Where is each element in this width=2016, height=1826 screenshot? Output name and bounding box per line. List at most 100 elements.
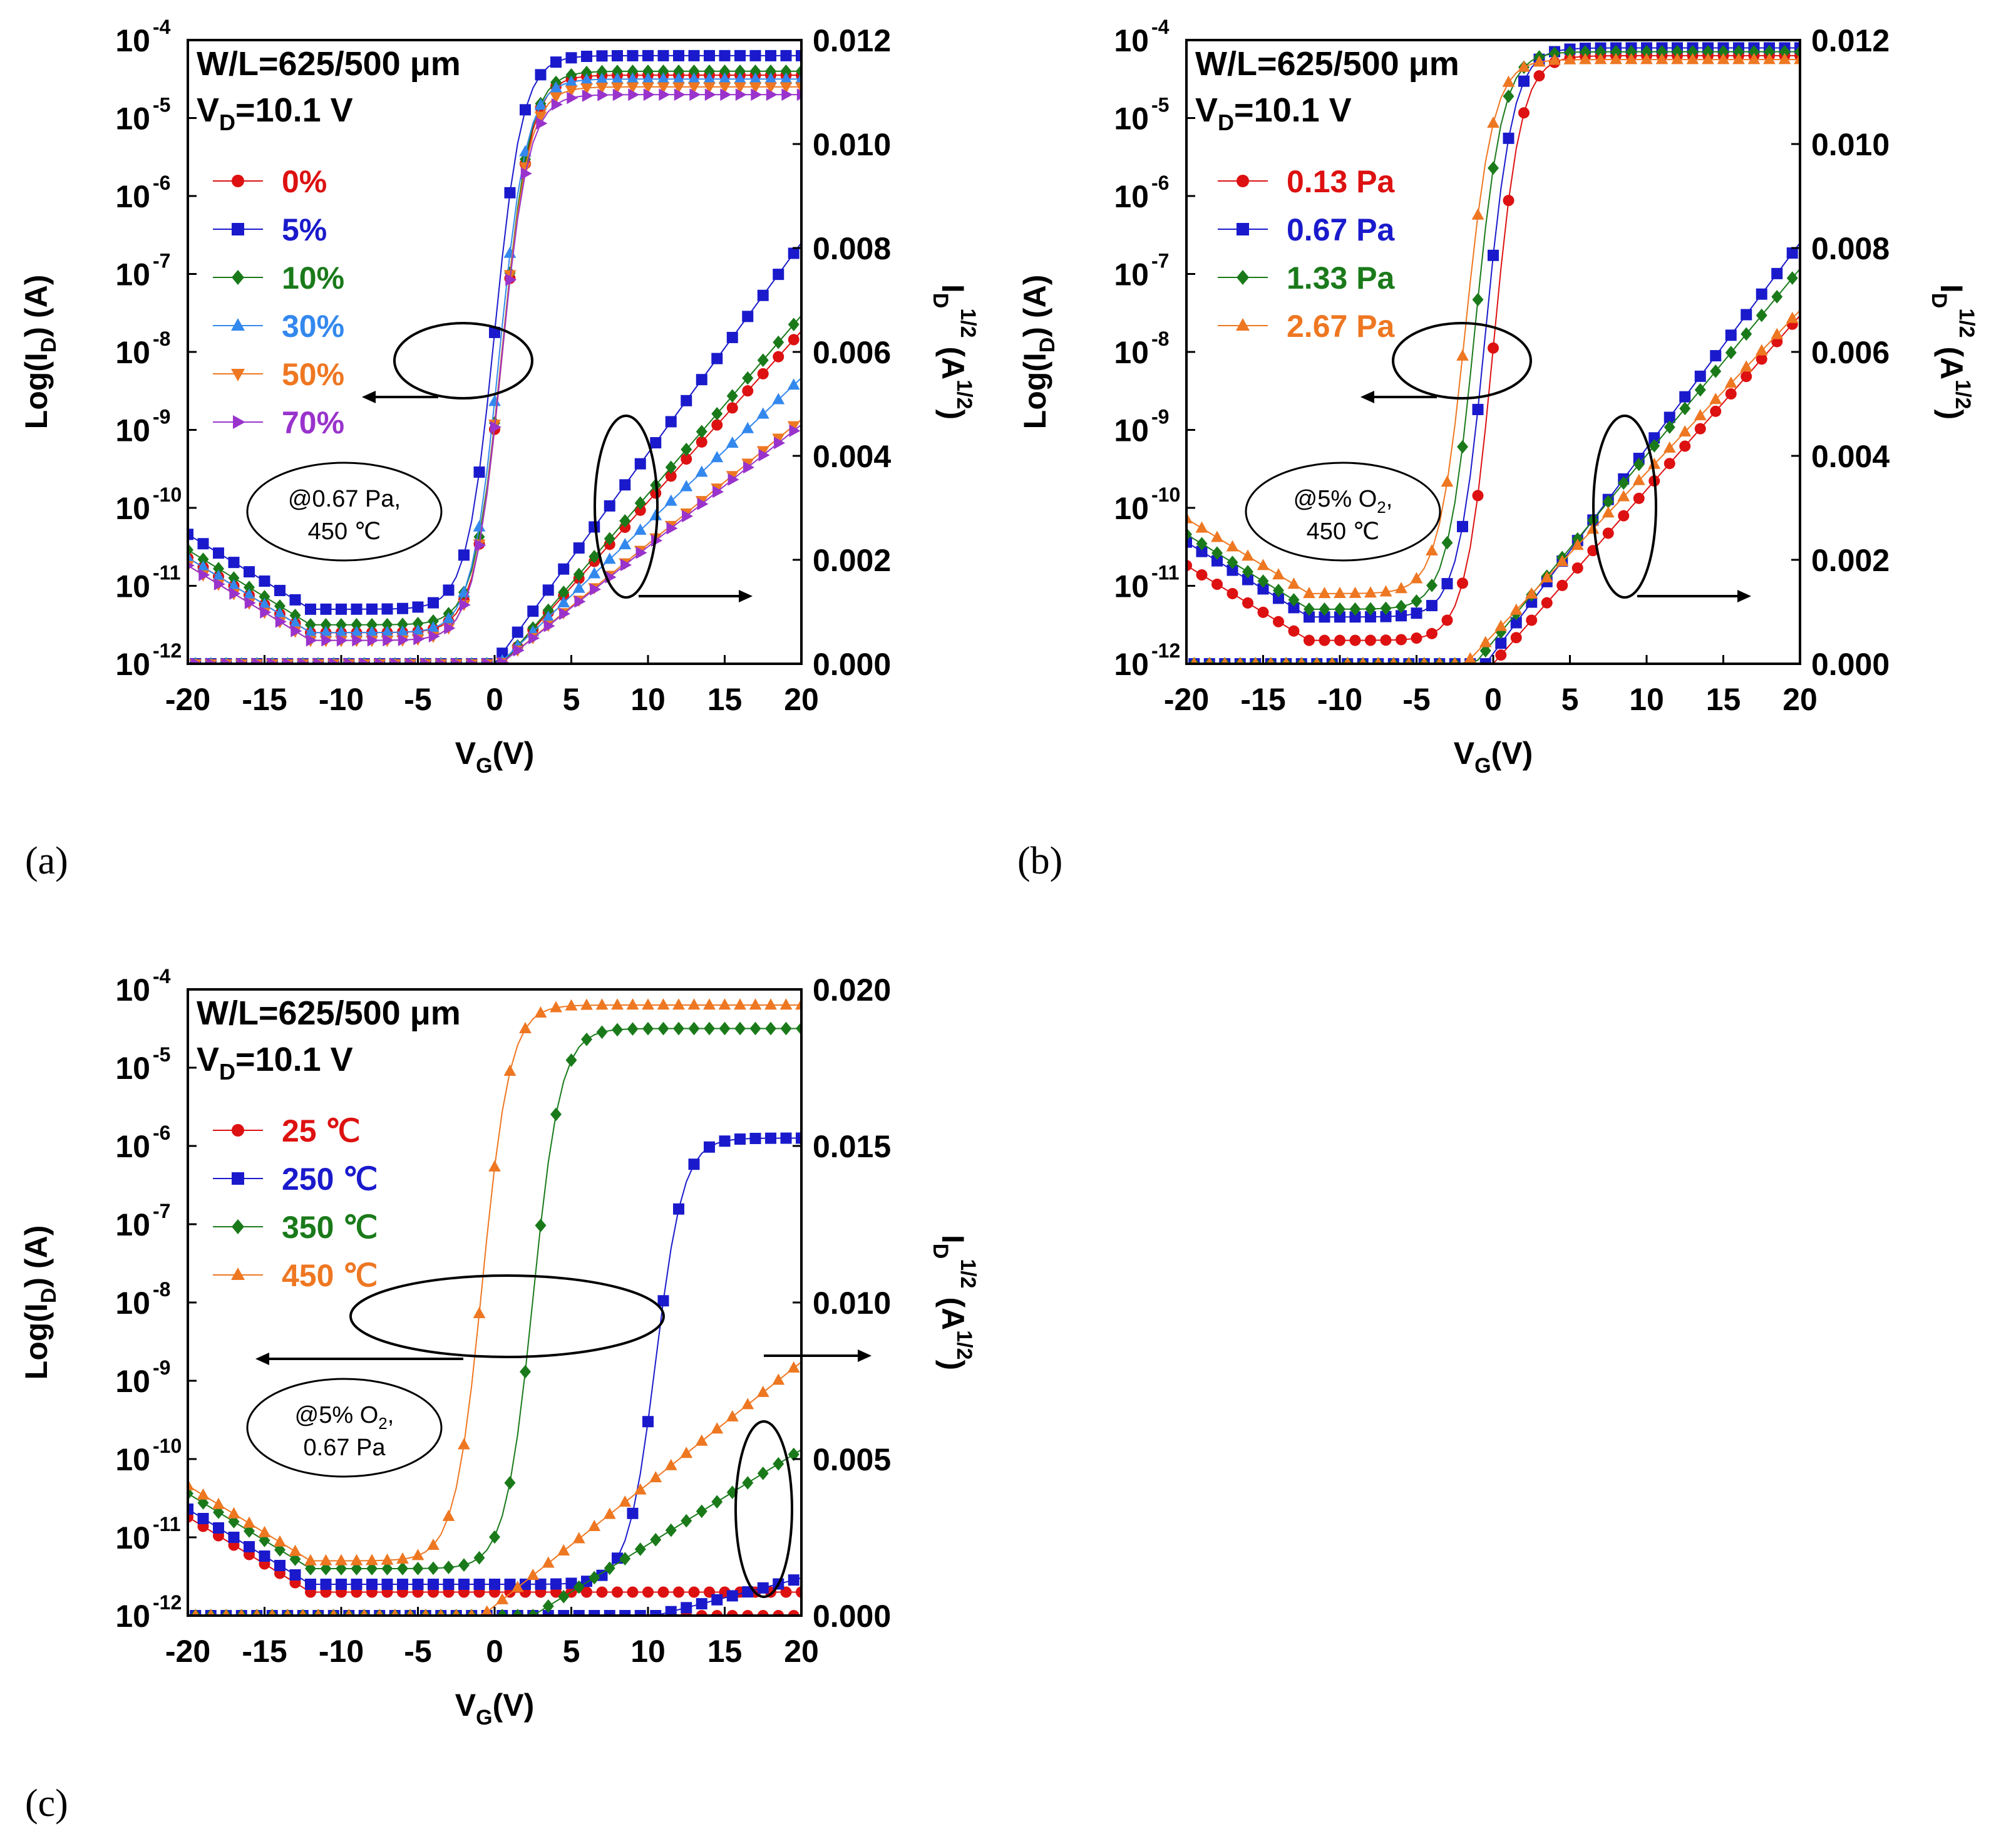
data-point-log xyxy=(1334,611,1345,623)
data-point-log xyxy=(320,1562,332,1576)
data-point-sqrt xyxy=(649,508,662,520)
legend-marker xyxy=(232,1124,244,1137)
data-point-log xyxy=(765,1021,776,1036)
data-point-log xyxy=(1226,540,1239,552)
data-point-sqrt xyxy=(1648,457,1661,469)
data-point-log xyxy=(1441,614,1453,626)
data-point-log xyxy=(703,72,716,84)
data-point-log xyxy=(489,1578,500,1590)
x-tick-label: 5 xyxy=(1561,682,1579,717)
y-right-tick-label: 0.002 xyxy=(1811,543,1890,578)
data-point-sqrt xyxy=(650,437,662,449)
data-point-sqrt xyxy=(743,461,755,474)
x-tick-label: 0 xyxy=(486,682,503,717)
data-point-log xyxy=(397,617,408,631)
data-point-log xyxy=(1595,44,1607,59)
vd-annotation: VD=10.1 V xyxy=(1195,91,1352,135)
y-left-tick-exponent: -11 xyxy=(153,1513,180,1535)
data-point-sqrt xyxy=(650,1610,662,1616)
data-point-sqrt xyxy=(1526,596,1538,608)
data-point-sqrt xyxy=(1205,657,1213,664)
data-point-sqrt xyxy=(1420,657,1428,664)
data-point-sqrt xyxy=(1221,657,1229,664)
data-point-log xyxy=(519,1022,532,1034)
data-point-sqrt xyxy=(1541,597,1553,609)
data-point-sqrt xyxy=(481,1605,493,1616)
data-point-log xyxy=(720,88,732,101)
data-point-sqrt xyxy=(1618,476,1630,490)
x-tick-label: -5 xyxy=(404,682,431,717)
data-point-log xyxy=(396,625,409,637)
legend-marker xyxy=(232,270,244,285)
data-point-sqrt xyxy=(1510,617,1522,629)
y-right-tick-label: 0.012 xyxy=(813,23,891,58)
data-point-log xyxy=(687,998,701,1010)
panel-label: (b) xyxy=(1017,840,1062,882)
legend-label: 1.33 Pa xyxy=(1287,260,1396,296)
data-point-log xyxy=(412,1579,424,1590)
y-left-tick-label: 10 xyxy=(115,1207,150,1242)
data-point-sqrt xyxy=(527,1568,540,1580)
data-point-log xyxy=(565,52,577,64)
data-point-sqrt xyxy=(1389,657,1397,664)
data-point-log xyxy=(718,998,731,1010)
y-right-axis-title: ID1/2 (A1/2) xyxy=(928,284,980,420)
data-point-log xyxy=(258,597,271,609)
data-point-log xyxy=(305,603,316,615)
data-point-sqrt xyxy=(680,1447,693,1458)
data-point-log xyxy=(751,88,763,101)
data-point-log xyxy=(1426,627,1437,639)
data-point-log xyxy=(780,49,792,61)
data-point-sqrt xyxy=(711,419,723,431)
y-left-tick-label: 10 xyxy=(1114,23,1149,58)
data-point-sqrt xyxy=(711,353,723,364)
data-point-log xyxy=(473,1578,485,1590)
y-left-tick-label: 10 xyxy=(115,413,150,448)
data-point-sqrt xyxy=(1648,432,1660,444)
data-point-sqrt xyxy=(406,1609,414,1616)
data-point-log xyxy=(612,64,623,78)
data-point-sqrt xyxy=(742,311,754,322)
y-right-axis-title-close: ) xyxy=(935,410,970,420)
y-left-axis-title-rest: ) (A) xyxy=(19,1225,54,1288)
data-point-sqrt xyxy=(711,451,724,463)
y-right-axis-title: ID1/2 (A1/2) xyxy=(928,1235,980,1370)
x-tick-label: 10 xyxy=(630,1634,666,1669)
data-point-sqrt xyxy=(619,1552,631,1566)
data-point-sqrt xyxy=(1267,657,1275,664)
data-point-log xyxy=(642,1416,654,1428)
y-right-axis-title-rest: (A xyxy=(935,338,970,380)
legend-label: 70% xyxy=(282,405,344,440)
data-point-log xyxy=(336,1579,347,1590)
legend-label: 2.67 Pa xyxy=(1287,309,1396,344)
data-point-sqrt xyxy=(1494,619,1508,631)
condition-line-1-rest: , xyxy=(1386,486,1393,512)
y-left-tick-exponent: -12 xyxy=(153,1591,182,1614)
legend-label: 0.13 Pa xyxy=(1287,164,1396,199)
data-point-log xyxy=(704,49,715,61)
data-point-log xyxy=(688,49,700,61)
legend-marker xyxy=(231,1267,245,1280)
data-point-sqrt xyxy=(665,416,677,428)
data-point-log xyxy=(764,82,777,94)
data-point-log xyxy=(642,1586,654,1598)
data-point-log xyxy=(1242,574,1253,585)
data-point-sqrt xyxy=(513,644,525,657)
data-point-log xyxy=(1186,560,1192,572)
data-point-log xyxy=(1257,583,1269,595)
data-point-log xyxy=(550,1001,562,1013)
data-point-log xyxy=(535,69,547,81)
data-point-log xyxy=(627,1507,639,1519)
data-point-log xyxy=(412,1561,424,1576)
data-point-sqrt xyxy=(634,1542,646,1556)
data-point-log xyxy=(428,597,439,609)
data-point-log xyxy=(289,609,301,622)
data-point-log xyxy=(1441,535,1453,550)
data-point-log xyxy=(1195,521,1208,533)
x-tick-label: -15 xyxy=(242,1634,287,1669)
data-point-log xyxy=(381,603,393,615)
data-point-log xyxy=(1549,46,1560,61)
data-point-log xyxy=(350,1554,363,1566)
data-point-sqrt xyxy=(1741,371,1752,383)
y-right-axis-title-sub: D xyxy=(928,1244,952,1259)
